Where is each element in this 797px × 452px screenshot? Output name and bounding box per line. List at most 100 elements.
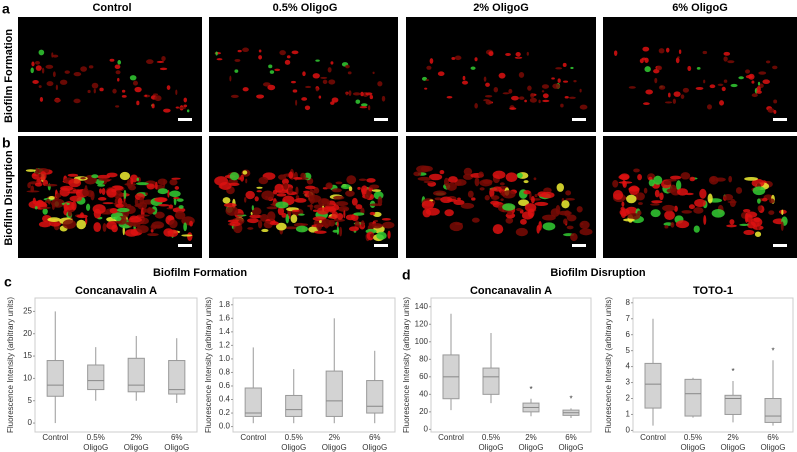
cell-cluster xyxy=(328,219,336,227)
significance-marker: * xyxy=(529,385,532,394)
cell-cluster xyxy=(247,227,254,230)
cell-cluster xyxy=(223,203,237,208)
cell-cluster xyxy=(516,172,523,179)
cell-cluster xyxy=(721,86,726,92)
y-tick-label: 0 xyxy=(28,418,33,427)
cell-cluster xyxy=(675,57,680,64)
cell-cluster xyxy=(154,95,162,102)
scale-bar xyxy=(374,244,388,247)
cell-cluster xyxy=(80,176,86,180)
cell-cluster xyxy=(429,58,434,64)
cell-cluster xyxy=(183,97,188,103)
cell-cluster xyxy=(674,205,678,212)
cell-cluster xyxy=(534,194,538,198)
cell-cluster xyxy=(277,174,287,180)
cell-cluster xyxy=(360,103,368,107)
cell-cluster xyxy=(440,196,453,204)
cell-cluster xyxy=(426,65,432,70)
cell-cluster xyxy=(331,97,339,103)
cell-cluster xyxy=(166,85,171,90)
cell-cluster xyxy=(46,81,54,87)
cell-cluster xyxy=(478,171,484,178)
cell-cluster xyxy=(106,221,117,230)
cell-cluster xyxy=(723,51,731,56)
y-tick-label: 7 xyxy=(626,314,631,323)
cell-cluster xyxy=(626,194,637,204)
box xyxy=(285,394,303,417)
cell-cluster xyxy=(348,186,353,192)
cell-cluster xyxy=(729,198,736,208)
cell-cluster xyxy=(38,173,42,178)
cell-cluster xyxy=(51,52,54,58)
y-tick-label: 40 xyxy=(419,389,428,398)
cell-cluster xyxy=(169,219,178,229)
cell-cluster xyxy=(511,95,519,101)
cell-cluster xyxy=(420,165,433,172)
cell-cluster xyxy=(256,190,262,193)
cell-cluster xyxy=(234,58,241,62)
cell-cluster xyxy=(526,51,529,56)
cell-cluster xyxy=(115,216,122,222)
cell-cluster xyxy=(234,69,239,73)
cell-cluster xyxy=(561,200,570,209)
cell-cluster xyxy=(36,167,50,174)
cell-cluster xyxy=(699,188,707,199)
cell-cluster xyxy=(669,184,677,193)
x-tick-label: 2% OligoG xyxy=(519,433,544,452)
cell-cluster xyxy=(32,80,39,84)
cell-cluster xyxy=(348,90,352,96)
box xyxy=(724,394,742,415)
cell-cluster xyxy=(72,189,83,192)
cell-cluster xyxy=(359,106,368,109)
cell-cluster xyxy=(515,52,521,57)
cell-cluster xyxy=(517,55,520,59)
cell-cluster xyxy=(735,187,743,194)
cell-cluster xyxy=(256,186,263,189)
plot-frame xyxy=(34,297,198,433)
y-tick-label: 3 xyxy=(626,378,631,387)
cell-cluster xyxy=(312,73,320,79)
cell-cluster xyxy=(343,210,346,219)
cell-cluster xyxy=(261,228,269,233)
cell-cluster xyxy=(371,189,381,192)
box xyxy=(684,378,702,417)
cell-cluster xyxy=(181,234,193,237)
cell-cluster xyxy=(247,218,259,224)
cell-cluster xyxy=(174,186,180,190)
cell-cluster xyxy=(687,65,692,72)
chart-title: TOTO-1 xyxy=(693,285,733,297)
cell-cluster xyxy=(312,209,319,212)
cell-cluster xyxy=(40,206,51,209)
y-tick-label: 1.8 xyxy=(219,300,231,309)
cell-cluster xyxy=(506,211,513,216)
cell-cluster xyxy=(123,189,127,200)
cell-cluster xyxy=(654,77,658,84)
cell-cluster xyxy=(676,188,689,196)
cell-cluster xyxy=(498,72,506,79)
y-tick-label: 0 xyxy=(626,426,631,435)
cell-cluster xyxy=(336,213,344,220)
cell-cluster xyxy=(688,204,695,210)
cell-cluster xyxy=(656,65,663,71)
cell-cluster xyxy=(484,195,490,201)
cell-cluster xyxy=(318,95,322,99)
cell-cluster xyxy=(534,201,549,206)
cell-cluster xyxy=(360,91,364,97)
cell-cluster xyxy=(376,231,387,240)
box xyxy=(644,362,662,409)
cell-cluster xyxy=(479,187,485,191)
cell-cluster xyxy=(502,190,516,199)
cell-cluster xyxy=(658,48,665,54)
cell-cluster xyxy=(675,180,682,191)
cell-cluster xyxy=(703,215,707,225)
row-label: Biofilm Formation xyxy=(3,29,15,123)
scale-bar xyxy=(572,244,586,247)
cell-cluster xyxy=(425,207,440,216)
box xyxy=(764,398,782,423)
y-axis-label: Fluorescence Intensity (arbitrary units) xyxy=(204,297,213,433)
cell-cluster xyxy=(377,81,383,87)
cell-cluster xyxy=(505,52,511,56)
cell-cluster xyxy=(285,213,290,224)
cell-cluster xyxy=(635,192,645,201)
cell-cluster xyxy=(355,99,361,104)
